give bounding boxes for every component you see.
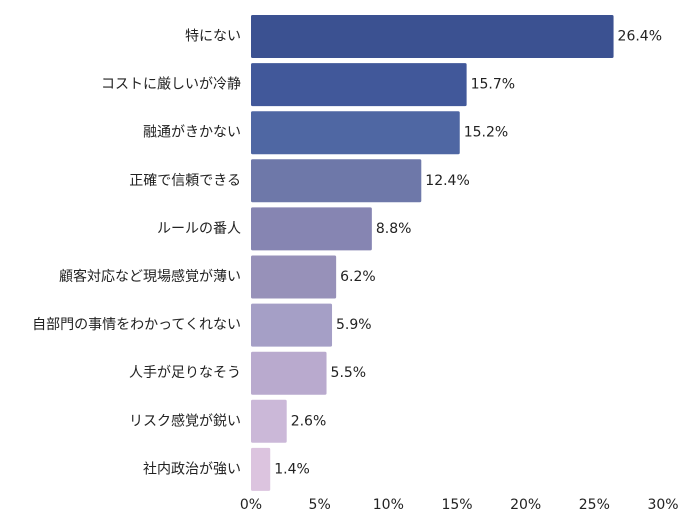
x-tick-label: 30%: [647, 497, 678, 513]
value-labels: 26.4% 15.7% 15.2% 12.4% 8.8% 6.2% 5.9% 5.5% 2.6%…: [274, 29, 662, 478]
bar: [251, 303, 333, 347]
category-label: ルールの番人: [157, 221, 241, 237]
value-label: 5.9%: [336, 317, 372, 333]
value-label: 6.2%: [340, 269, 376, 285]
x-axis-tick-labels: 0% 5% 10% 15% 20% 25% 30%: [240, 497, 679, 513]
x-tick-label: 25%: [579, 497, 610, 513]
category-label: 社内政治が強い: [143, 461, 241, 477]
x-tick-label: 5%: [309, 497, 331, 513]
x-tick-label: 15%: [441, 497, 472, 513]
bar: [251, 111, 460, 155]
x-tick-label: 0%: [240, 497, 262, 513]
value-label: 15.2%: [464, 125, 508, 141]
bar: [251, 159, 422, 203]
category-label: 正確で信頼できる: [129, 173, 241, 189]
bar: [251, 255, 337, 299]
value-label: 5.5%: [331, 365, 367, 381]
category-label: 人手が足りなそう: [129, 365, 241, 381]
value-label: 12.4%: [425, 173, 469, 189]
x-tick-label: 10%: [373, 497, 404, 513]
category-label: 自部門の事情をわかってくれない: [32, 317, 241, 333]
category-label: 融通がきかない: [143, 125, 241, 141]
bar: [251, 63, 467, 107]
bars: [251, 15, 614, 491]
value-label: 8.8%: [376, 221, 412, 237]
value-label: 15.7%: [471, 77, 515, 93]
bar: [251, 207, 372, 251]
value-label: 1.4%: [274, 461, 310, 477]
category-label: 特にない: [185, 29, 241, 45]
value-label: 2.6%: [291, 413, 327, 429]
category-label: リスク感覚が鋭い: [129, 412, 241, 429]
category-label: 顧客対応など現場感覚が薄い: [59, 268, 241, 285]
bar: [251, 15, 614, 58]
x-tick-label: 20%: [510, 497, 541, 513]
category-label: コストに厳しいが冷静: [101, 77, 241, 93]
value-label: 26.4%: [618, 29, 662, 45]
category-labels: 特にないコストに厳しいが冷静融通がきかない正確で信頼できるルールの番人顧客対応な…: [32, 29, 241, 478]
bar: [251, 447, 271, 491]
bar: [251, 399, 287, 443]
bar: [251, 351, 327, 395]
